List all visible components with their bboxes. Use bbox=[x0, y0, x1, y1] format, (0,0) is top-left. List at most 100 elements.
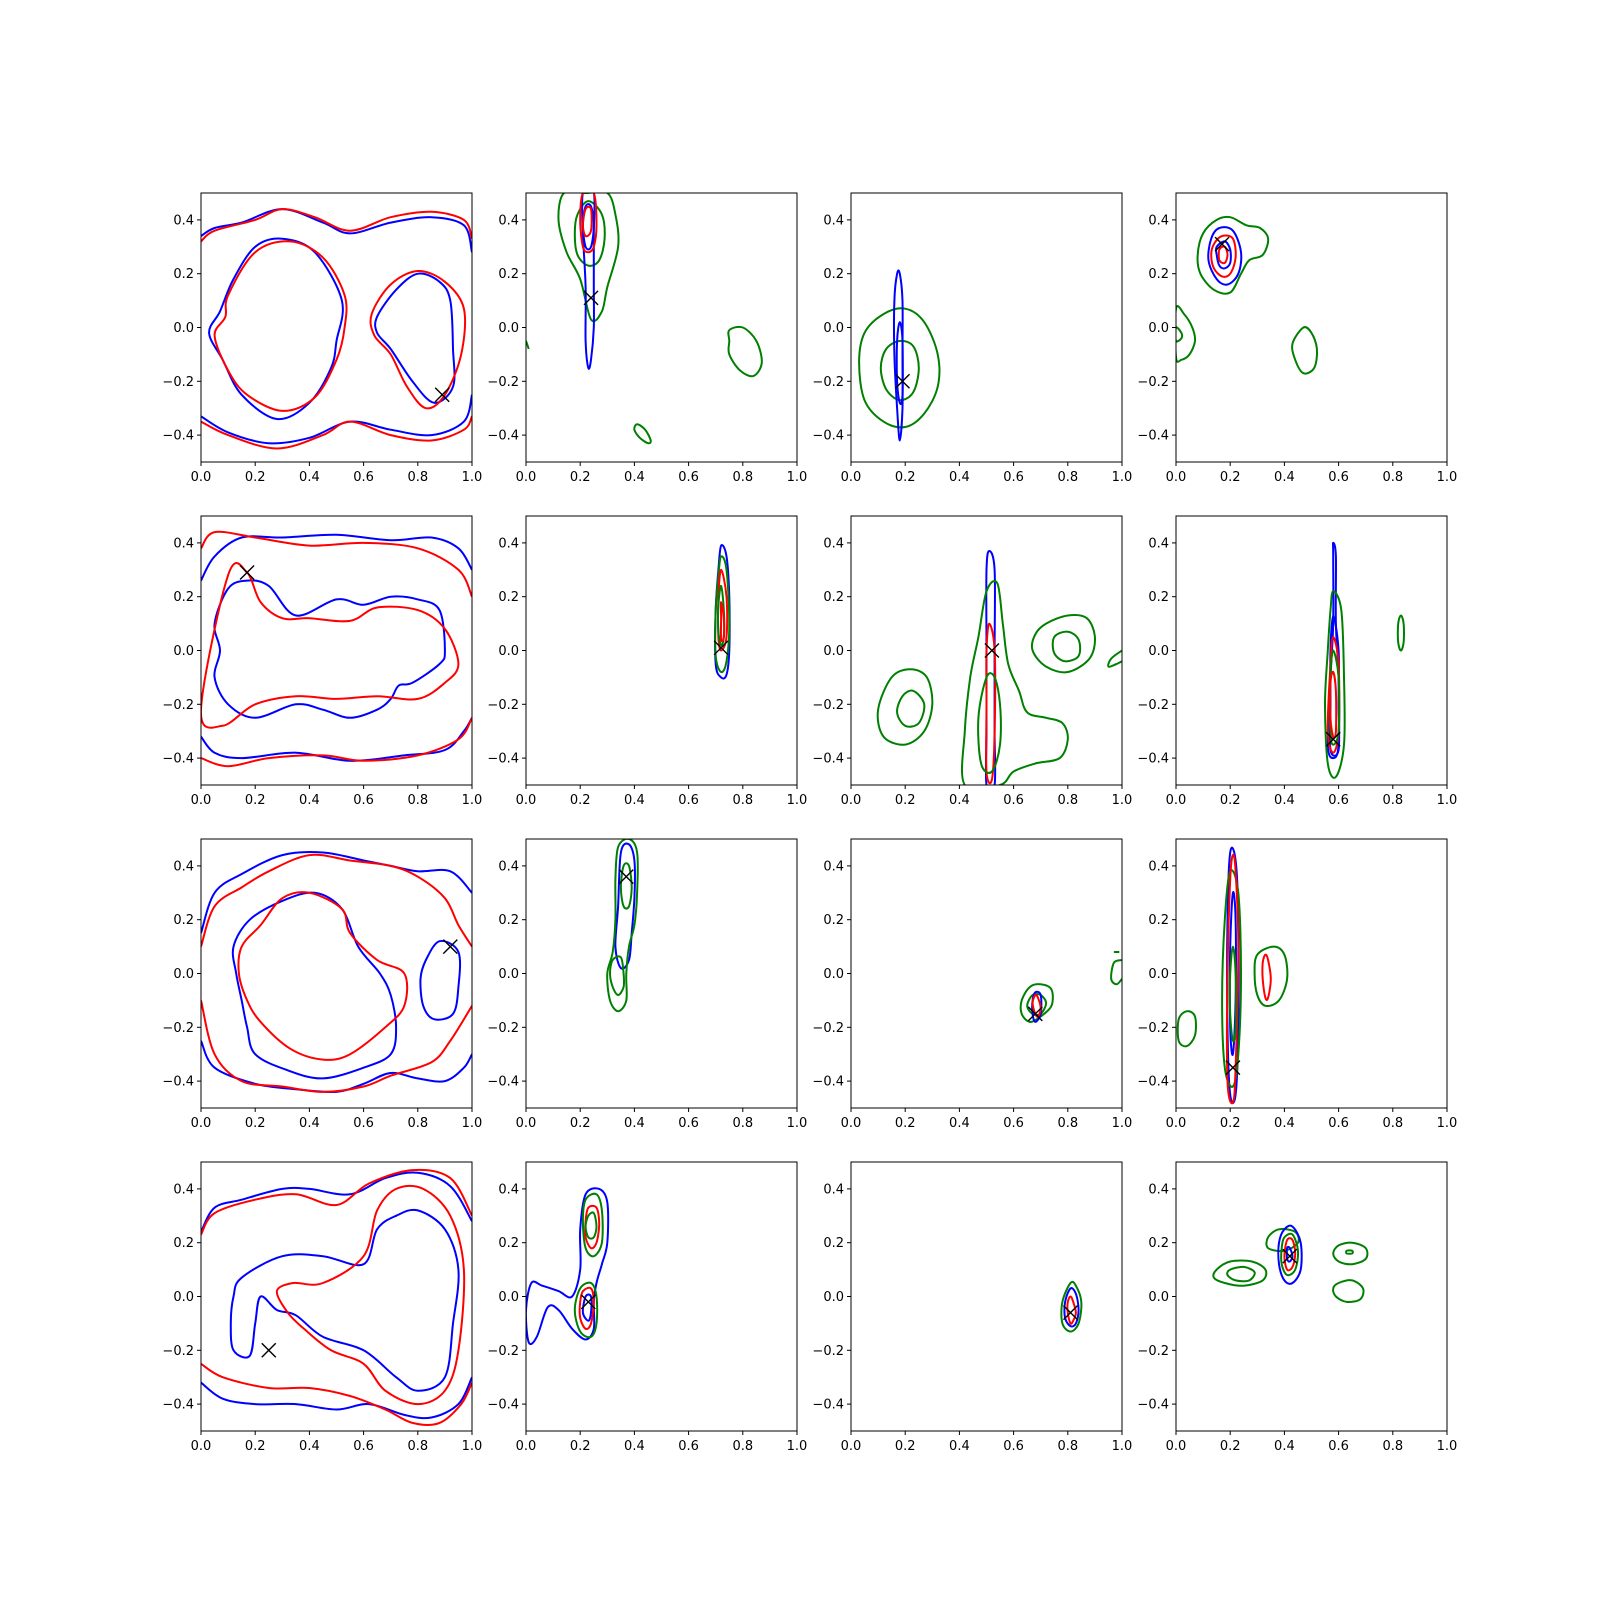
y-tick-label: 0.2 bbox=[173, 913, 194, 928]
red-contour-line bbox=[581, 205, 593, 238]
plot-area bbox=[713, 544, 731, 680]
y-tick-label: 0.2 bbox=[498, 590, 519, 605]
y-tick-label: −0.2 bbox=[162, 698, 194, 713]
blue-contour-line bbox=[614, 842, 636, 970]
red-contour-line bbox=[201, 853, 472, 948]
green-contour-line bbox=[557, 193, 620, 323]
y-tick-label: 0.4 bbox=[1148, 859, 1169, 874]
x-tick-label: 0.4 bbox=[949, 1116, 970, 1131]
subplot-r4c2: 0.0 0.2 0.4 0.6 0.8 1.0 0.4 0.2 0.0 −0.2 −0.4 bbox=[487, 1161, 807, 1454]
y-tick-label: 0.2 bbox=[823, 1236, 844, 1251]
y-tick-label: 0.4 bbox=[1148, 213, 1169, 228]
x-marker bbox=[894, 373, 910, 389]
x-tick-label: 0.4 bbox=[624, 470, 645, 485]
x-tick-label: 0.4 bbox=[299, 793, 320, 808]
x-tick-label: 0.8 bbox=[1382, 1439, 1403, 1454]
y-tick-label: −0.2 bbox=[812, 1021, 844, 1036]
x-tick-label: 1.0 bbox=[1437, 1116, 1458, 1131]
red-contour-line bbox=[201, 208, 472, 243]
x-tick-label: 1.0 bbox=[1437, 1439, 1458, 1454]
red-contour-line bbox=[1225, 853, 1240, 1105]
blue-contour-line bbox=[1228, 890, 1237, 1057]
red-contour-line bbox=[201, 415, 472, 450]
x-tick-label: 0.6 bbox=[1003, 793, 1024, 808]
y-tick-label: −0.4 bbox=[812, 1075, 844, 1090]
blue-contour-line bbox=[201, 208, 472, 253]
red-contour-line bbox=[237, 891, 409, 1061]
y-tick-label: 0.4 bbox=[173, 213, 194, 228]
x-marker bbox=[1214, 236, 1230, 252]
x-tick-label: 0.0 bbox=[191, 470, 212, 485]
y-tick-label: 0.2 bbox=[1148, 267, 1169, 282]
x-tick-label: 0.8 bbox=[407, 793, 428, 808]
subplot-r3c4: 0.0 0.2 0.4 0.6 0.8 1.0 0.4 0.2 0.0 −0.2 −0.4 bbox=[1137, 838, 1458, 1131]
blue-contour-line bbox=[201, 1376, 472, 1420]
red-contour-line bbox=[1283, 1237, 1297, 1272]
x-tick-label: 0.8 bbox=[407, 470, 428, 485]
green-contour-line bbox=[1324, 590, 1346, 779]
plot-area bbox=[526, 1187, 610, 1346]
y-tick-label: 0.2 bbox=[823, 913, 844, 928]
x-tick-label: 0.8 bbox=[1057, 470, 1078, 485]
x-tick-label: 0.2 bbox=[1220, 470, 1241, 485]
blue-contour-line bbox=[201, 1040, 472, 1094]
plot-area bbox=[201, 851, 472, 1094]
subplot-r2c2: 0.0 0.2 0.4 0.6 0.8 1.0 0.4 0.2 0.0 −0.2 −0.4 bbox=[487, 515, 807, 808]
x-tick-label: 0.0 bbox=[1166, 793, 1187, 808]
x-tick-label: 1.0 bbox=[462, 1439, 483, 1454]
subplot-r4c3: 0.0 0.2 0.4 0.6 0.8 1.0 0.4 0.2 0.0 −0.2 −0.4 bbox=[812, 1161, 1132, 1454]
x-tick-label: 0.6 bbox=[1328, 1116, 1349, 1131]
green-contour-line bbox=[1332, 1241, 1369, 1266]
x-tick-label: 0.2 bbox=[570, 793, 591, 808]
subplot-r4c4: 0.0 0.2 0.4 0.6 0.8 1.0 0.4 0.2 0.0 −0.2 −0.4 bbox=[1137, 1161, 1458, 1454]
y-tick-label: 0.4 bbox=[823, 859, 844, 874]
x-tick-label: 0.4 bbox=[299, 470, 320, 485]
x-tick-label: 1.0 bbox=[1112, 793, 1133, 808]
subplot-r3c3: 0.0 0.2 0.4 0.6 0.8 1.0 0.4 0.2 0.0 −0.2 −0.4 bbox=[812, 838, 1132, 1131]
y-tick-label: 0.0 bbox=[1148, 644, 1169, 659]
green-contour-line bbox=[581, 1192, 604, 1258]
y-tick-label: −0.4 bbox=[812, 1398, 844, 1413]
red-contour-line bbox=[1329, 670, 1338, 739]
red-contour-line bbox=[1261, 953, 1272, 1002]
y-tick-label: 0.0 bbox=[823, 1290, 844, 1305]
green-contour-line bbox=[727, 325, 763, 378]
y-tick-label: −0.2 bbox=[487, 1021, 519, 1036]
y-tick-label: 0.0 bbox=[173, 1290, 194, 1305]
y-tick-label: −0.2 bbox=[1137, 1021, 1169, 1036]
green-contour-line bbox=[714, 555, 731, 674]
x-tick-label: 0.8 bbox=[1057, 793, 1078, 808]
y-tick-label: 0.0 bbox=[173, 644, 194, 659]
y-tick-label: 0.2 bbox=[1148, 913, 1169, 928]
red-contour-line bbox=[369, 269, 467, 410]
y-tick-label: −0.4 bbox=[812, 752, 844, 767]
x-tick-label: 0.2 bbox=[1220, 1439, 1241, 1454]
plot-area bbox=[858, 269, 941, 442]
x-tick-label: 0.4 bbox=[949, 793, 970, 808]
plot-area bbox=[201, 208, 472, 450]
subplot-r1c2: 0.0 0.2 0.4 0.6 0.8 1.0 0.4 0.2 0.0 −0.2 −0.4 bbox=[487, 192, 807, 485]
y-tick-label: 0.0 bbox=[498, 644, 519, 659]
y-tick-label: 0.4 bbox=[823, 213, 844, 228]
y-tick-label: 0.0 bbox=[823, 644, 844, 659]
x-tick-label: 0.0 bbox=[841, 793, 862, 808]
subplot-r1c1: 0.0 0.2 0.4 0.6 0.8 1.0 0.4 0.2 0.0 −0.2 −0.4 bbox=[162, 192, 482, 485]
x-tick-label: 0.8 bbox=[732, 1439, 753, 1454]
green-contour-line bbox=[584, 1211, 598, 1240]
y-tick-label: 0.2 bbox=[173, 267, 194, 282]
x-tick-label: 0.6 bbox=[1003, 1116, 1024, 1131]
blue-contour-line bbox=[581, 1293, 593, 1322]
x-tick-label: 0.2 bbox=[570, 470, 591, 485]
subplot-r2c4: 0.0 0.2 0.4 0.6 0.8 1.0 0.4 0.2 0.0 −0.2 −0.4 bbox=[1137, 515, 1457, 808]
x-marker bbox=[434, 387, 450, 403]
x-tick-label: 0.2 bbox=[245, 470, 266, 485]
x-tick-label: 0.4 bbox=[624, 1439, 645, 1454]
green-contour-line bbox=[1196, 215, 1270, 295]
plot-area bbox=[1019, 951, 1122, 1023]
green-contour-line bbox=[573, 200, 606, 267]
red-contour-line bbox=[579, 193, 598, 254]
y-tick-label: −0.2 bbox=[812, 698, 844, 713]
x-tick-label: 0.4 bbox=[949, 1439, 970, 1454]
x-tick-label: 0.6 bbox=[353, 793, 374, 808]
y-tick-label: 0.0 bbox=[498, 967, 519, 982]
